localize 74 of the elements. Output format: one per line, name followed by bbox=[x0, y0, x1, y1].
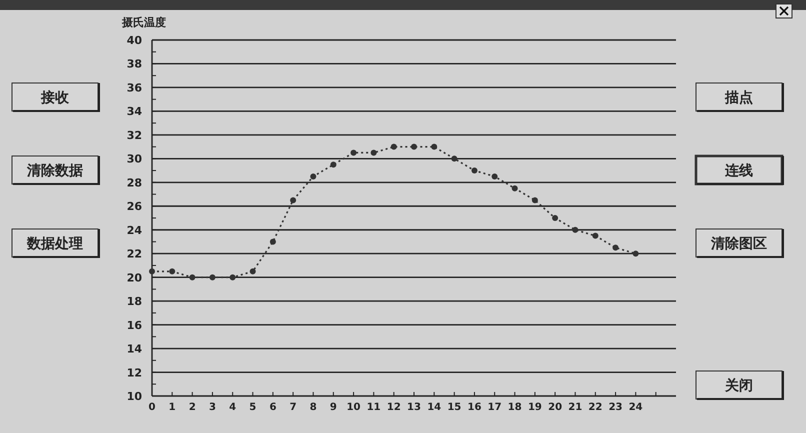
point bbox=[431, 144, 438, 150]
y-tick-label: 10 bbox=[126, 390, 142, 403]
y-tick-label: 16 bbox=[126, 318, 142, 332]
point bbox=[169, 268, 176, 274]
x-tick-label: 20 bbox=[548, 402, 562, 413]
point bbox=[632, 250, 639, 257]
y-tick-label: 18 bbox=[126, 295, 142, 308]
y-tick-label: 40 bbox=[126, 34, 142, 47]
y-tick-label: 34 bbox=[126, 105, 142, 118]
x-tick-label: 6 bbox=[269, 402, 276, 413]
point bbox=[612, 244, 619, 251]
x-tick-label: 10 bbox=[346, 402, 361, 413]
point bbox=[209, 274, 216, 280]
point bbox=[492, 173, 498, 180]
x-tick-label: 4 bbox=[229, 402, 236, 413]
y-tick-label: 32 bbox=[126, 128, 142, 142]
y-tick-label: 38 bbox=[126, 58, 142, 71]
point bbox=[411, 144, 417, 150]
x-tick-label: 17 bbox=[488, 402, 502, 413]
x-tick-label: 21 bbox=[568, 402, 582, 413]
y-tick-label: 14 bbox=[126, 342, 142, 356]
x-tick-label: 8 bbox=[310, 402, 317, 413]
text: 清除图区 bbox=[710, 236, 767, 252]
x-tick-label: 23 bbox=[608, 402, 623, 413]
text: 描点 bbox=[724, 90, 753, 106]
x-tick-label: 22 bbox=[588, 402, 602, 413]
text: 数据处理 bbox=[26, 236, 83, 252]
x-tick-label: 5 bbox=[249, 402, 256, 413]
text: 接收 bbox=[40, 89, 70, 106]
point bbox=[370, 150, 377, 156]
point bbox=[451, 156, 458, 162]
text: 连线 bbox=[724, 163, 753, 179]
point bbox=[250, 268, 256, 274]
y-tick-label: 24 bbox=[126, 224, 142, 237]
x-tick-label: 13 bbox=[407, 402, 421, 413]
point bbox=[390, 144, 397, 150]
point bbox=[532, 197, 538, 204]
x-tick-label: 11 bbox=[366, 402, 381, 413]
y-tick-label: 22 bbox=[126, 248, 142, 261]
x-tick-label: 18 bbox=[508, 402, 522, 413]
point bbox=[290, 197, 296, 204]
text: 关闭 bbox=[724, 377, 753, 394]
point bbox=[552, 215, 558, 221]
text: 清除数据 bbox=[26, 163, 83, 179]
x-tick-label: 9 bbox=[330, 402, 337, 413]
x-tick-label: 12 bbox=[386, 402, 401, 413]
x-tick-label: 19 bbox=[528, 402, 542, 413]
x-tick-label: 14 bbox=[427, 402, 442, 413]
point bbox=[230, 274, 236, 280]
y-axis-title: 摄氏温度 bbox=[121, 16, 166, 29]
point bbox=[189, 274, 196, 280]
y-tick-label: 26 bbox=[126, 200, 142, 214]
point bbox=[512, 185, 518, 192]
x-tick-label: 16 bbox=[468, 402, 482, 413]
point bbox=[471, 168, 478, 174]
y-tick-label: 30 bbox=[126, 152, 142, 166]
y-tick-label: 20 bbox=[126, 271, 142, 284]
point bbox=[330, 162, 336, 168]
x-tick-label: 7 bbox=[290, 402, 297, 413]
x-tick-label: 1 bbox=[168, 402, 176, 413]
y-tick-label: 36 bbox=[126, 81, 142, 94]
point bbox=[149, 268, 155, 274]
point bbox=[310, 173, 316, 180]
x-tick-label: 15 bbox=[447, 402, 462, 413]
point bbox=[270, 238, 276, 245]
point bbox=[592, 232, 598, 239]
x-tick-label: 0 bbox=[148, 402, 156, 413]
x-tick-label: 24 bbox=[628, 402, 643, 413]
x-tick-label: 3 bbox=[208, 402, 216, 413]
y-tick-label: 28 bbox=[126, 176, 142, 190]
point bbox=[572, 226, 578, 233]
x-tick-label: 2 bbox=[188, 402, 196, 413]
y-tick-label: 12 bbox=[126, 366, 142, 380]
point bbox=[350, 150, 357, 156]
